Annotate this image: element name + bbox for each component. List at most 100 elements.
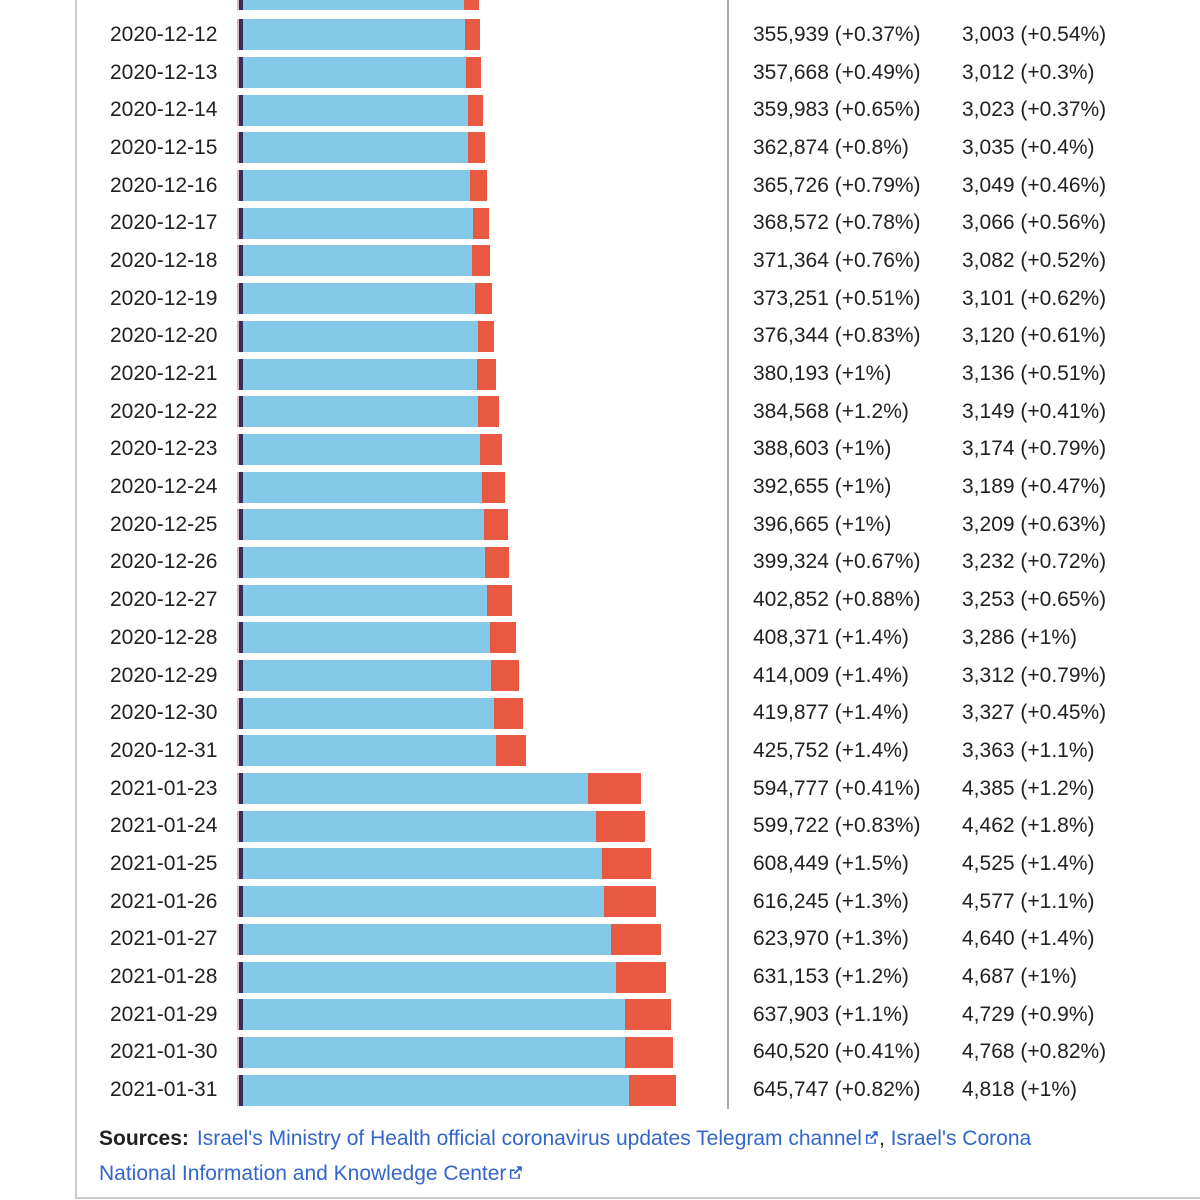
recovered-bar-segment bbox=[242, 509, 484, 541]
date-label: 2021-01-28 bbox=[110, 965, 218, 989]
bar-chart-cell bbox=[237, 170, 727, 202]
stacked-bar bbox=[237, 584, 727, 616]
stacked-bar bbox=[237, 735, 727, 767]
cases-value: 414,009 (+1.4%) bbox=[753, 663, 909, 687]
deaths-value: 3,312 (+0.79%) bbox=[962, 663, 1107, 687]
column-divider bbox=[727, 0, 753, 16]
table-row: 2020-12-23 388,603 (+1%) 3,174 (+0.79%) bbox=[77, 430, 1200, 469]
stacked-bar bbox=[237, 697, 727, 729]
table-row: 2020-12-19 373,251 (+0.51%) 3,101 (+0.62… bbox=[77, 279, 1200, 318]
date-label: 2020-12-19 bbox=[110, 286, 218, 310]
column-divider bbox=[727, 543, 753, 582]
cases-value: 640,520 (+0.41%) bbox=[753, 1040, 921, 1064]
column-divider bbox=[727, 16, 753, 54]
active-bar-segment bbox=[480, 433, 502, 465]
date-label: 2020-12-26 bbox=[110, 550, 218, 574]
deaths-value: 4,768 (+0.82%) bbox=[962, 1040, 1107, 1064]
recovered-bar-segment bbox=[242, 19, 465, 51]
stacked-bar bbox=[237, 358, 727, 390]
table-row: 2021-01-27 623,970 (+1.3%) 4,640 (+1.4%) bbox=[77, 920, 1200, 959]
deaths-value: 4,729 (+0.9%) bbox=[962, 1002, 1095, 1026]
cases-value: 631,153 (+1.2%) bbox=[753, 965, 909, 989]
bar-chart-cell bbox=[237, 848, 727, 880]
column-divider bbox=[727, 204, 753, 243]
deaths-value: 3,082 (+0.52%) bbox=[962, 248, 1107, 272]
cases-value: 402,852 (+0.88%) bbox=[753, 588, 921, 612]
deaths-bar-segment bbox=[239, 170, 243, 202]
deaths-value: 4,525 (+1.4%) bbox=[962, 851, 1095, 875]
stacked-bar bbox=[237, 170, 727, 202]
deaths-value: 3,101 (+0.62%) bbox=[962, 286, 1107, 310]
bar-chart-cell bbox=[237, 94, 727, 126]
deaths-value: 4,577 (+1.1%) bbox=[962, 889, 1095, 913]
covid-cases-table: 2020-12-12 355,939 (+0.37%) 3,003 (+0.54… bbox=[75, 0, 1200, 1199]
deaths-value: 3,327 (+0.45%) bbox=[962, 701, 1107, 725]
active-bar-segment bbox=[471, 245, 490, 277]
stacked-bar bbox=[237, 848, 727, 880]
bar-chart-cell bbox=[237, 207, 727, 239]
cases-value: 373,251 (+0.51%) bbox=[753, 286, 921, 310]
column-divider bbox=[727, 430, 753, 469]
bar-chart-cell bbox=[237, 999, 727, 1031]
column-divider bbox=[727, 355, 753, 393]
column-divider bbox=[727, 279, 753, 318]
cases-value: 408,371 (+1.4%) bbox=[753, 625, 909, 649]
active-bar-segment bbox=[616, 961, 666, 993]
deaths-bar-segment bbox=[239, 848, 243, 880]
bar-chart-cell bbox=[237, 546, 727, 578]
active-bar-segment bbox=[467, 94, 483, 126]
date-label: 2020-12-29 bbox=[110, 663, 218, 687]
cases-value: 388,603 (+1%) bbox=[753, 437, 892, 461]
cases-value: 399,324 (+0.67%) bbox=[753, 550, 921, 574]
deaths-bar-segment bbox=[239, 245, 243, 277]
date-label: 2020-12-15 bbox=[110, 135, 218, 159]
recovered-bar-segment bbox=[242, 923, 612, 955]
recovered-bar-segment bbox=[242, 660, 491, 692]
date-label: 2020-12-16 bbox=[110, 173, 218, 197]
active-bar-segment bbox=[486, 584, 512, 616]
deaths-bar-segment bbox=[239, 584, 243, 616]
active-bar-segment bbox=[475, 283, 493, 315]
deaths-value: 3,120 (+0.61%) bbox=[962, 324, 1107, 348]
date-label: 2020-12-31 bbox=[110, 738, 218, 762]
bar-chart-cell bbox=[237, 245, 727, 277]
deaths-bar-segment bbox=[239, 57, 243, 89]
deaths-value: 4,687 (+1%) bbox=[962, 965, 1077, 989]
bar-chart-cell bbox=[237, 358, 727, 390]
date-label: 2020-12-28 bbox=[110, 625, 218, 649]
column-divider bbox=[727, 53, 753, 92]
date-label: 2021-01-24 bbox=[110, 814, 218, 838]
deaths-value: 3,003 (+0.54%) bbox=[962, 22, 1107, 46]
deaths-bar-segment bbox=[239, 697, 243, 729]
table-row-partial bbox=[77, 0, 1200, 16]
date-label: 2020-12-22 bbox=[110, 399, 218, 423]
cases-value: 425,752 (+1.4%) bbox=[753, 738, 909, 762]
stacked-bar bbox=[237, 57, 727, 89]
source-link-knowledge-center[interactable]: Israel's Corona National Information and … bbox=[99, 1127, 1031, 1185]
stacked-bar bbox=[237, 999, 727, 1031]
recovered-bar-segment bbox=[242, 697, 494, 729]
date-label: 2020-12-18 bbox=[110, 248, 218, 272]
active-bar-segment bbox=[490, 660, 519, 692]
bar-chart-cell bbox=[237, 584, 727, 616]
table-row: 2020-12-18 371,364 (+0.76%) 3,082 (+0.52… bbox=[77, 242, 1200, 280]
stacked-bar bbox=[237, 0, 727, 10]
cases-value: 599,722 (+0.83%) bbox=[753, 814, 921, 838]
date-label: 2020-12-14 bbox=[110, 98, 218, 122]
stacked-bar bbox=[237, 546, 727, 578]
stacked-bar bbox=[237, 19, 727, 51]
deaths-bar-segment bbox=[239, 207, 243, 239]
table-row: 2020-12-16 365,726 (+0.79%) 3,049 (+0.46… bbox=[77, 166, 1200, 205]
recovered-bar-segment bbox=[242, 622, 490, 654]
column-divider bbox=[727, 166, 753, 205]
source-link-telegram-channel[interactable]: Israel's Ministry of Health official cor… bbox=[197, 1127, 879, 1150]
stacked-bar bbox=[237, 245, 727, 277]
table-row: 2020-12-28 408,371 (+1.4%) 3,286 (+1%) bbox=[77, 619, 1200, 657]
deaths-bar-segment bbox=[239, 923, 243, 955]
column-divider bbox=[727, 958, 753, 996]
bar-chart-cell bbox=[237, 1074, 727, 1106]
recovered-bar-segment bbox=[242, 170, 470, 202]
deaths-bar-segment bbox=[239, 358, 243, 390]
deaths-bar-segment bbox=[239, 283, 243, 315]
bar-chart-cell bbox=[237, 735, 727, 767]
